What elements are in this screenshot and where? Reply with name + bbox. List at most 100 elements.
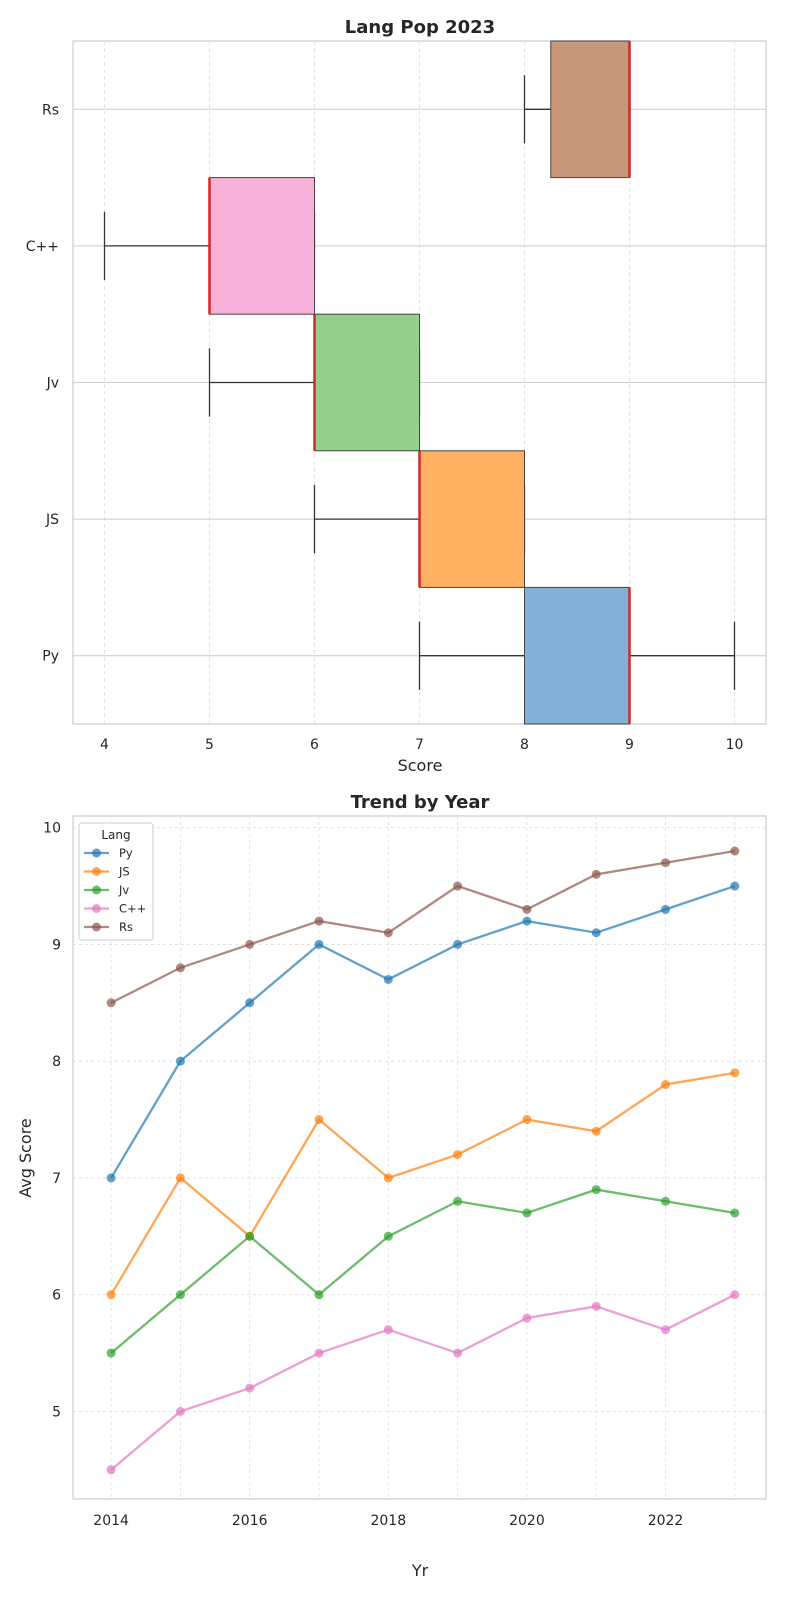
box-plot-marks [103, 40, 736, 725]
box-y-tick-label: Rs [42, 102, 59, 118]
legend-swatch-marker [92, 848, 101, 858]
legend-label: C++ [119, 902, 146, 916]
line-x-tick-label: 2016 [232, 1513, 268, 1529]
box-body [419, 450, 525, 588]
data-point [106, 1465, 116, 1475]
data-point [314, 916, 324, 926]
data-point [245, 939, 255, 949]
data-point [661, 904, 671, 914]
data-point [175, 1406, 185, 1416]
legend-label: Rs [119, 920, 133, 934]
box-rs [523, 40, 631, 179]
box-body [524, 586, 630, 725]
data-point [383, 1173, 393, 1183]
series-js [106, 1068, 740, 1300]
data-point [522, 916, 532, 926]
box-y-tick-label: Jv [46, 376, 59, 392]
data-point [591, 869, 601, 879]
series-line [110, 849, 736, 1004]
line-y-tick-label: 9 [52, 937, 61, 953]
legend-swatch-marker [92, 904, 101, 913]
data-point [314, 1290, 324, 1300]
data-point [453, 881, 463, 891]
data-point [453, 1150, 463, 1160]
data-point [453, 1348, 463, 1358]
data-point [522, 1208, 532, 1218]
line-y-tick-label: 7 [52, 1171, 61, 1187]
line-chart-panel: Trend by Year 2014 2016 2018 2020 2022 5 6 7 8 9… [16, 792, 767, 1580]
legend-title: Lang [101, 828, 130, 842]
data-point [175, 1290, 185, 1300]
data-point [661, 858, 671, 868]
box-x-tick-label: 5 [205, 737, 214, 753]
legend-label: JS [118, 865, 130, 879]
data-point [245, 998, 255, 1008]
line-x-tick-label: 2022 [648, 1513, 684, 1529]
line-y-tick-label: 10 [43, 821, 61, 837]
line-chart-marks [106, 846, 740, 1475]
data-point [106, 1173, 116, 1183]
line-chart-title: Trend by Year [351, 792, 490, 813]
data-point [661, 1080, 671, 1090]
series-cpp [106, 1290, 740, 1475]
line-chart-y-label: Avg Score [16, 1118, 35, 1198]
data-point [591, 928, 601, 938]
data-point [175, 963, 185, 973]
box-plot-title: Lang Pop 2023 [345, 17, 495, 38]
data-point [383, 974, 393, 984]
data-point [175, 1173, 185, 1183]
data-point [522, 904, 532, 914]
data-point [522, 1115, 532, 1125]
data-point [175, 1056, 185, 1066]
box-py [418, 586, 736, 725]
series-line [110, 1071, 736, 1296]
data-point [661, 1325, 671, 1335]
data-point [106, 1290, 116, 1300]
data-point [314, 1115, 324, 1125]
data-point [453, 1196, 463, 1206]
line-chart-x-label: Yr [411, 1561, 429, 1580]
box-x-tick-label: 4 [100, 737, 109, 753]
box-plot-x-ticks: 4 5 6 7 8 9 10 [100, 737, 743, 753]
data-point [314, 1348, 324, 1358]
box-x-tick-label: 8 [520, 737, 529, 753]
line-chart-frame [72, 815, 767, 1500]
line-chart-legend: Lang Py JS Jv C++ Rs [78, 822, 154, 941]
data-point [730, 1208, 740, 1218]
box-body [209, 177, 315, 315]
box-body [550, 40, 630, 179]
data-point [106, 998, 116, 1008]
box-jv [208, 313, 421, 452]
series-line [110, 884, 736, 1179]
line-x-tick-label: 2018 [370, 1513, 406, 1529]
legend-entry-js: JS [84, 865, 130, 879]
data-point [591, 1185, 601, 1195]
series-py [106, 881, 740, 1183]
line-x-tick-label: 2014 [93, 1513, 129, 1529]
legend-entry-py: Py [84, 846, 133, 860]
box-plot-x-label: Score [398, 756, 443, 775]
legend-swatch-marker [92, 867, 101, 876]
box-y-tick-label: JS [45, 512, 59, 528]
data-point [453, 939, 463, 949]
box-js [313, 450, 526, 588]
series-jv [106, 1185, 740, 1358]
data-point [383, 1231, 393, 1241]
box-plot-panel: Lang Pop 2023 4 5 6 7 8 9 10 Py JS Jv C++ Rs Score [26, 17, 767, 775]
data-point [245, 1231, 255, 1241]
series-line [110, 1293, 736, 1471]
data-point [661, 1196, 671, 1206]
data-point [730, 846, 740, 856]
line-y-tick-label: 6 [52, 1288, 61, 1304]
data-point [383, 1325, 393, 1335]
legend-entry-cpp: C++ [84, 902, 146, 916]
line-y-tick-label: 8 [52, 1054, 61, 1070]
data-point [522, 1313, 532, 1323]
legend-swatch-marker [92, 885, 101, 895]
line-chart-y-ticks: 5 6 7 8 9 10 [43, 821, 61, 1421]
legend-label: Py [119, 846, 133, 860]
legend-label: Jv [118, 883, 129, 897]
data-point [730, 1068, 740, 1078]
series-rs [106, 846, 740, 1008]
